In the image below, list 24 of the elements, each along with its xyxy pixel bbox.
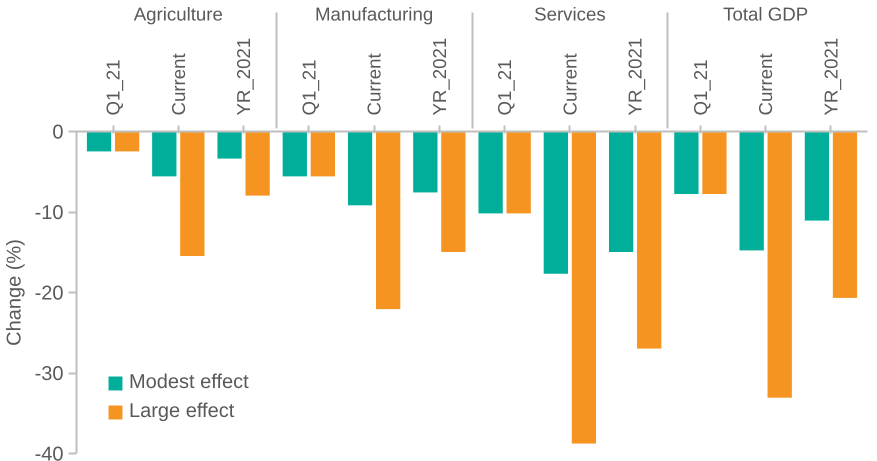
x-tick-label: Q1_21 [494,59,516,116]
text: Total GDP [723,4,808,25]
x-tick-label: Current [559,52,580,116]
y-tick-label: -30 [34,363,64,385]
text: Manufacturing [314,4,434,25]
legend-label: Modest effect [129,371,249,394]
x-tick-label: Current [364,52,385,116]
legend-label: Large effect [129,400,234,423]
x-tick-label: YR_2021 [624,38,646,116]
x-tick-label: Q1_21 [690,59,711,116]
x-tick-label: YR_2021 [233,38,254,116]
x-tick-label: YR_2021 [428,38,450,116]
x-tick-label: Q1_21 [298,59,320,116]
y-axis-title: Change (%) [4,239,26,346]
x-tick-label: Q1_21 [102,59,124,116]
y-tick-label: 0 [52,122,64,144]
y-tick-label: -20 [34,282,64,304]
y-tick-label: -10 [34,202,64,224]
x-tick-label: Current [755,52,776,116]
text: Services [534,4,606,25]
text: Agriculture [134,4,223,25]
x-tick-label: Current [168,52,189,116]
y-tick-label: -40 [34,444,64,461]
x-tick-label: YR_2021 [820,38,842,116]
